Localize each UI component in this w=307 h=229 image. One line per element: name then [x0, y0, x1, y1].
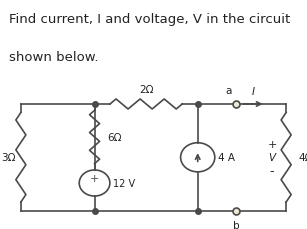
Text: 4Ω: 4Ω: [298, 153, 307, 163]
Text: 2Ω: 2Ω: [139, 85, 154, 95]
Text: 6Ω: 6Ω: [107, 132, 122, 142]
Text: shown below.: shown below.: [9, 50, 99, 63]
Text: I: I: [251, 87, 255, 96]
Text: Find current, I and voltage, V in the circuit: Find current, I and voltage, V in the ci…: [9, 13, 290, 26]
Text: -: -: [270, 164, 274, 177]
Text: a: a: [225, 86, 232, 96]
Text: 4 A: 4 A: [218, 153, 235, 163]
Text: 3Ω: 3Ω: [1, 153, 16, 163]
Text: b: b: [233, 220, 239, 229]
Text: +: +: [90, 174, 99, 184]
Text: 12 V: 12 V: [113, 178, 135, 188]
Text: +: +: [267, 140, 277, 150]
Text: V: V: [268, 153, 276, 163]
